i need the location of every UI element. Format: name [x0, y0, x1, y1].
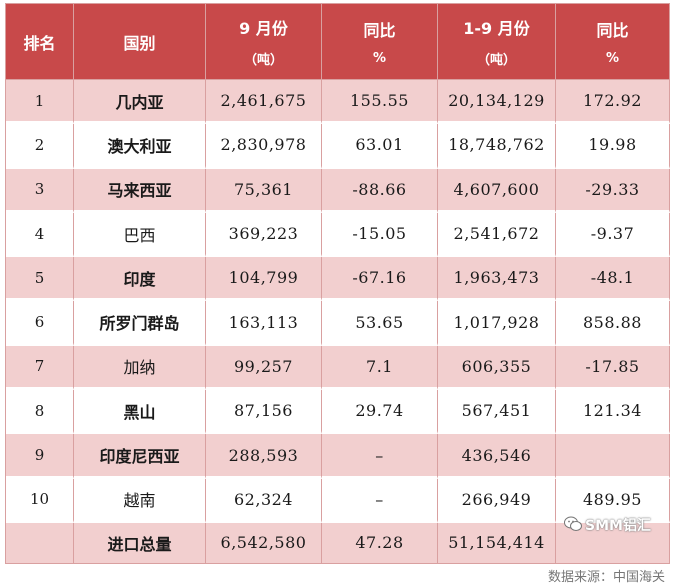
- total-sep-cell: 6,542,580: [206, 522, 322, 564]
- country-cell: 黑山: [74, 390, 206, 435]
- total-rank-cell: [6, 522, 74, 564]
- header-ytd-unit: （吨）: [476, 53, 516, 68]
- sep-yoy-cell: 63.01: [322, 124, 438, 169]
- rank-cell: 7: [6, 345, 74, 391]
- country-cell: 越南: [74, 478, 206, 523]
- sep-yoy-cell: -15.05: [322, 212, 438, 258]
- ytd-cell: 606,355: [438, 345, 556, 391]
- rank-cell: 9: [6, 434, 74, 479]
- country-cell: 澳大利亚: [74, 124, 206, 169]
- table-row: 1 几内亚 2,461,675 155.55 20,134,129 172.92: [6, 80, 670, 125]
- bauxite-import-table: 排名 国别 9 月份 （吨） 同比 % 1-9 月份 （吨） 同比 %: [5, 3, 670, 564]
- header-ytd-yoy: 同比 %: [556, 4, 670, 80]
- ytd-yoy-cell: 858.88: [556, 301, 670, 346]
- sep-yoy-cell: 53.65: [322, 301, 438, 346]
- total-ytd-yoy-cell: [556, 522, 670, 564]
- header-sep: 9 月份 （吨）: [206, 4, 322, 80]
- sep-yoy-cell: 7.1: [322, 345, 438, 391]
- sep-cell: 2,830,978: [206, 124, 322, 169]
- header-sep-main: 9 月份: [239, 19, 288, 38]
- country-cell: 所罗门群岛: [74, 301, 206, 346]
- header-sep-yoy-main: 同比: [363, 21, 396, 40]
- country-cell: 印度尼西亚: [74, 434, 206, 479]
- sep-yoy-cell: -88.66: [322, 168, 438, 213]
- sep-yoy-cell: 155.55: [322, 80, 438, 125]
- rank-cell: 4: [6, 212, 74, 258]
- ytd-cell: 4,607,600: [438, 168, 556, 213]
- header-ytd-yoy-unit: %: [605, 51, 620, 66]
- sep-yoy-cell: –: [322, 478, 438, 523]
- ytd-yoy-cell: 172.92: [556, 80, 670, 125]
- ytd-yoy-cell: 121.34: [556, 390, 670, 435]
- sep-cell: 288,593: [206, 434, 322, 479]
- ytd-yoy-cell: -9.37: [556, 212, 670, 258]
- sep-cell: 369,223: [206, 212, 322, 258]
- ytd-yoy-cell: -48.1: [556, 257, 670, 302]
- rank-cell: 6: [6, 301, 74, 346]
- ytd-cell: 2,541,672: [438, 212, 556, 258]
- ytd-cell: 266,949: [438, 478, 556, 523]
- rank-cell: 2: [6, 124, 74, 169]
- ytd-cell: 436,546: [438, 434, 556, 479]
- header-ytd-main: 1-9 月份: [463, 19, 530, 38]
- table-row: 5 印度 104,799 -67.16 1,963,473 -48.1: [6, 257, 670, 302]
- total-row: 进口总量 6,542,580 47.28 51,154,414: [6, 522, 670, 564]
- ytd-cell: 18,748,762: [438, 124, 556, 169]
- ytd-yoy-cell: 489.95: [556, 478, 670, 523]
- rank-cell: 10: [6, 478, 74, 523]
- watermark-text: SMM铝汇: [585, 518, 651, 534]
- watermark: SMM铝汇: [564, 515, 651, 535]
- rank-cell: 8: [6, 390, 74, 435]
- sep-yoy-cell: 29.74: [322, 390, 438, 435]
- rank-cell: 1: [6, 80, 74, 125]
- sep-yoy-cell: –: [322, 434, 438, 479]
- ytd-yoy-cell: 19.98: [556, 124, 670, 169]
- country-cell: 巴西: [74, 212, 206, 258]
- table-row: 10 越南 62,324 – 266,949 489.95: [6, 478, 670, 523]
- sep-cell: 99,257: [206, 345, 322, 391]
- sep-cell: 62,324: [206, 478, 322, 523]
- sep-cell: 75,361: [206, 168, 322, 213]
- header-rank: 排名: [6, 4, 74, 80]
- ytd-cell: 567,451: [438, 390, 556, 435]
- sep-cell: 87,156: [206, 390, 322, 435]
- country-cell: 印度: [74, 257, 206, 302]
- table-row: 3 马来西亚 75,361 -88.66 4,607,600 -29.33: [6, 168, 670, 213]
- table-row: 7 加纳 99,257 7.1 606,355 -17.85: [6, 345, 670, 391]
- table-row: 2 澳大利亚 2,830,978 63.01 18,748,762 19.98: [6, 124, 670, 169]
- country-cell: 几内亚: [74, 80, 206, 125]
- table-row: 9 印度尼西亚 288,593 – 436,546: [6, 434, 670, 479]
- header-country: 国别: [74, 4, 206, 80]
- sep-yoy-cell: -67.16: [322, 257, 438, 302]
- country-cell: 加纳: [74, 345, 206, 391]
- sep-cell: 2,461,675: [206, 80, 322, 125]
- sep-cell: 104,799: [206, 257, 322, 302]
- sep-cell: 163,113: [206, 301, 322, 346]
- data-source: 数据来源：中国海关: [547, 570, 665, 585]
- country-cell: 马来西亚: [74, 168, 206, 213]
- ytd-yoy-cell: -29.33: [556, 168, 670, 213]
- header-ytd-yoy-main: 同比: [596, 21, 629, 40]
- total-ytd-cell: 51,154,414: [438, 522, 556, 564]
- table-row: 6 所罗门群岛 163,113 53.65 1,017,928 858.88: [6, 301, 670, 346]
- wechat-icon: [564, 516, 583, 531]
- table-row: 8 黑山 87,156 29.74 567,451 121.34: [6, 390, 670, 435]
- ytd-cell: 20,134,129: [438, 80, 556, 125]
- total-label: 进口总量: [74, 522, 206, 564]
- ytd-cell: 1,017,928: [438, 301, 556, 346]
- header-sep-yoy: 同比 %: [322, 4, 438, 80]
- header-ytd: 1-9 月份 （吨）: [438, 4, 556, 80]
- rank-cell: 5: [6, 257, 74, 302]
- ytd-yoy-cell: -17.85: [556, 345, 670, 391]
- header-sep-yoy-unit: %: [372, 51, 387, 66]
- table-row: 4 巴西 369,223 -15.05 2,541,672 -9.37: [6, 212, 670, 258]
- ytd-cell: 1,963,473: [438, 257, 556, 302]
- rank-cell: 3: [6, 168, 74, 213]
- header-sep-unit: （吨）: [243, 53, 283, 68]
- table-header-row: 排名 国别 9 月份 （吨） 同比 % 1-9 月份 （吨） 同比 %: [6, 4, 670, 80]
- total-sep-yoy-cell: 47.28: [322, 522, 438, 564]
- ytd-yoy-cell: [556, 434, 670, 479]
